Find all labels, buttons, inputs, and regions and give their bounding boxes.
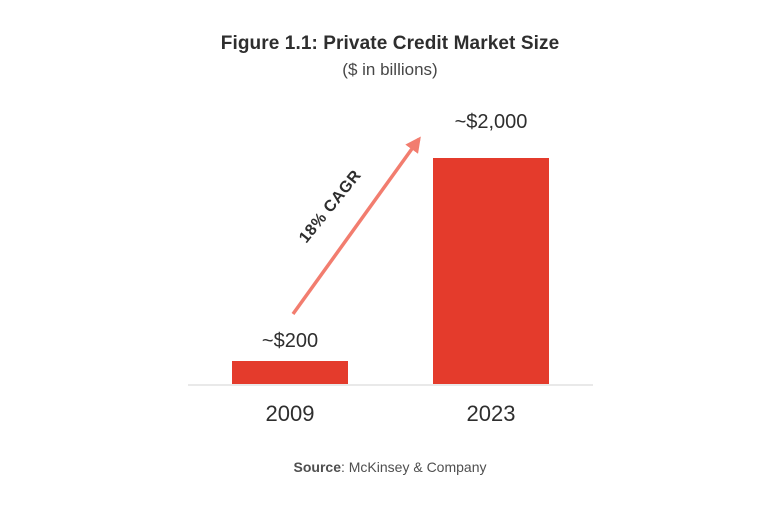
figure-subtitle: ($ in billions) bbox=[342, 60, 438, 79]
value-label-2023: ~$2,000 bbox=[454, 111, 528, 133]
source-label: Source bbox=[293, 459, 341, 475]
x-label-2023: 2023 bbox=[466, 401, 516, 426]
bar-2023 bbox=[433, 158, 549, 384]
value-label-2009: ~$200 bbox=[261, 330, 319, 352]
x-label-2009: 2009 bbox=[265, 401, 315, 426]
bar-2009 bbox=[232, 361, 348, 384]
source-text: : McKinsey & Company bbox=[340, 459, 487, 475]
x-axis-line bbox=[188, 384, 593, 386]
figure-title: Figure 1.1: Private Credit Market Size bbox=[220, 33, 560, 54]
source-note: Source: McKinsey & Company bbox=[0, 459, 780, 475]
cagr-annotation: 18% CAGR bbox=[296, 166, 366, 247]
